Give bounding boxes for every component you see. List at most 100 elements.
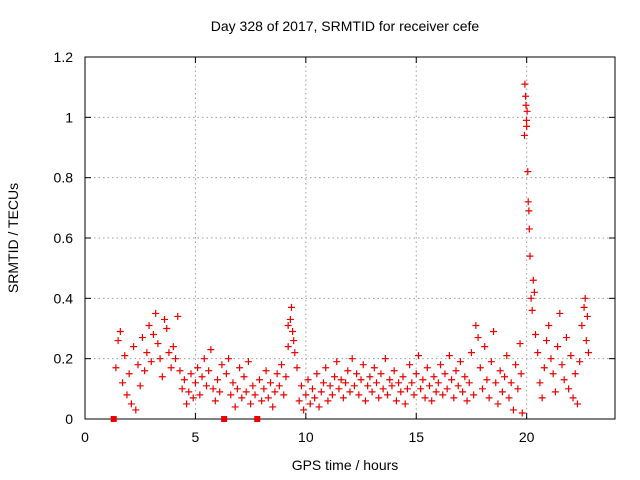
- data-point: [543, 337, 551, 345]
- data-point: [123, 391, 131, 399]
- data-point: [280, 391, 288, 399]
- data-point: [401, 400, 409, 408]
- data-point: [503, 352, 511, 360]
- data-point: [167, 364, 175, 372]
- data-point: [154, 340, 162, 348]
- data-point: [346, 388, 354, 396]
- data-point: [350, 382, 358, 390]
- data-point: [412, 370, 420, 378]
- data-point: [368, 388, 376, 396]
- data-point: [448, 376, 456, 384]
- data-point: [295, 397, 303, 405]
- data-point: [528, 306, 536, 314]
- data-point: [191, 379, 199, 387]
- data-point: [439, 391, 447, 399]
- data-point: [269, 403, 277, 411]
- data-point: [392, 397, 400, 405]
- data-point: [490, 328, 498, 336]
- data-point: [366, 373, 374, 381]
- data-point: [165, 349, 173, 357]
- data-point: [152, 309, 160, 317]
- data-point: [149, 331, 157, 339]
- data-point: [558, 361, 566, 369]
- data-point: [520, 131, 528, 139]
- data-point: [196, 391, 204, 399]
- data-point: [364, 382, 372, 390]
- data-point: [450, 394, 458, 402]
- data-point: [174, 312, 182, 320]
- data-point: [258, 397, 266, 405]
- data-point: [163, 325, 171, 332]
- data-point: [291, 349, 299, 357]
- data-point: [134, 361, 142, 369]
- data-point: [335, 385, 343, 393]
- data-point: [229, 379, 237, 387]
- data-point: [406, 361, 414, 369]
- data-point: [522, 92, 530, 100]
- data-point: [249, 382, 257, 390]
- data-point: [536, 379, 544, 387]
- data-point: [311, 394, 319, 402]
- data-point: [530, 288, 538, 296]
- data-point: [386, 376, 394, 384]
- chart-title: Day 328 of 2017, SRMTID for receiver cef…: [211, 18, 480, 34]
- data-point: [262, 367, 270, 375]
- data-point: [430, 373, 438, 381]
- data-point: [472, 321, 480, 329]
- data-point: [518, 409, 526, 417]
- data-point: [161, 315, 168, 323]
- data-point: [384, 391, 392, 399]
- data-point: [324, 397, 332, 405]
- data-point: [567, 352, 575, 360]
- data-point: [130, 343, 138, 351]
- data-point: [556, 309, 564, 317]
- data-point: [244, 358, 252, 366]
- data-point: [207, 346, 215, 354]
- data-point: [145, 321, 153, 329]
- data-point: [494, 400, 502, 408]
- data-point: [523, 122, 531, 130]
- data-point: [320, 379, 327, 387]
- data-point: [313, 370, 321, 378]
- data-point: [361, 397, 369, 405]
- data-point: [467, 349, 475, 357]
- data-point: [532, 331, 539, 339]
- data-point: [304, 376, 312, 384]
- x-tick-label: 0: [81, 429, 89, 445]
- data-point: [240, 373, 248, 381]
- data-point: [517, 370, 525, 378]
- data-point: [585, 349, 592, 357]
- data-point: [483, 376, 491, 384]
- data-point: [284, 321, 292, 329]
- data-point: [300, 406, 308, 414]
- grid-lines: [85, 57, 615, 419]
- y-tick-label: 0.2: [54, 351, 74, 367]
- data-point: [255, 376, 263, 384]
- data-point: [114, 337, 122, 345]
- data-point: [388, 382, 396, 390]
- data-point: [156, 355, 164, 363]
- data-point: [112, 364, 120, 372]
- y-tick-label: 0: [65, 411, 73, 427]
- data-point: [403, 385, 411, 393]
- data-point: [527, 294, 535, 302]
- data-point: [421, 394, 429, 402]
- data-point: [507, 379, 515, 387]
- data-points: [110, 80, 592, 422]
- data-point: [521, 80, 529, 88]
- data-point: [492, 379, 500, 387]
- data-point: [428, 397, 436, 405]
- data-point: [441, 370, 449, 378]
- data-point: [408, 379, 416, 387]
- data-point: [523, 107, 531, 115]
- data-point: [581, 294, 589, 302]
- data-point: [260, 385, 268, 393]
- data-point: [225, 355, 233, 363]
- data-point: [172, 355, 180, 363]
- data-point: [526, 252, 534, 260]
- data-point: [180, 376, 188, 384]
- data-point: [465, 379, 473, 387]
- data-point: [576, 358, 584, 366]
- data-point: [443, 385, 451, 393]
